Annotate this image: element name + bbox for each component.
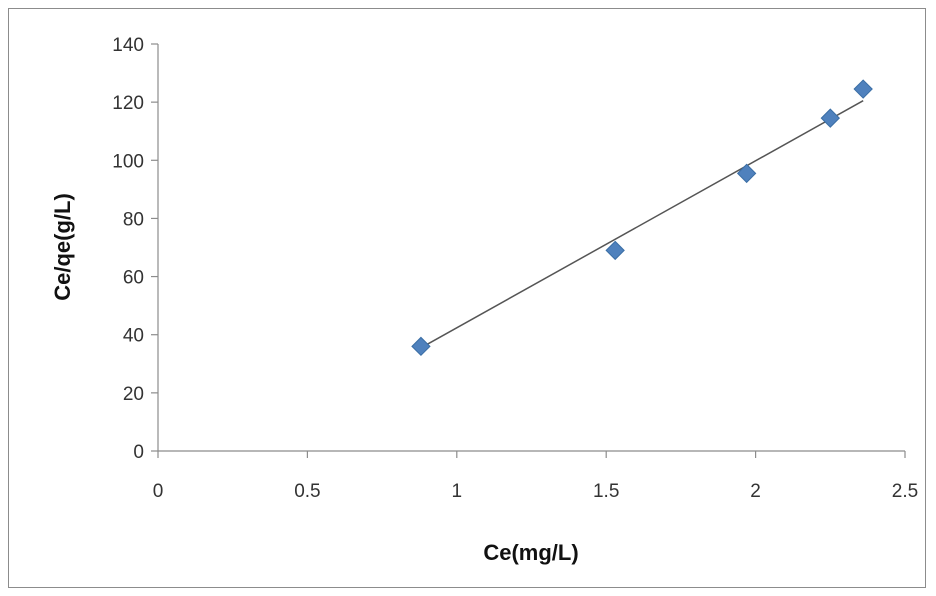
x-tick-label: 0 xyxy=(153,481,164,502)
data-point xyxy=(411,336,431,357)
y-tick-label: 60 xyxy=(123,268,144,289)
x-axis-title: Ce(mg/L) xyxy=(483,540,578,565)
data-point xyxy=(853,79,873,99)
data-point xyxy=(820,108,841,128)
x-tick-label: 2 xyxy=(750,481,761,502)
chart-frame xyxy=(8,8,926,588)
trendline-group xyxy=(420,100,864,349)
y-axis-title: Ce/qe(g/L) xyxy=(50,193,75,301)
x-tick-label: 1.5 xyxy=(593,481,619,502)
x-tick-label: 0.5 xyxy=(294,481,320,502)
y-tick-label: 40 xyxy=(123,326,144,347)
trendline xyxy=(420,100,864,349)
y-tick-label: 0 xyxy=(133,442,144,463)
x-tick-labels: 0 0.5 1 1.5 2 2.5 xyxy=(153,481,919,502)
data-points xyxy=(411,79,873,357)
x-tick-label: 2.5 xyxy=(892,481,918,502)
y-tick-label: 140 xyxy=(112,35,144,56)
data-point xyxy=(736,163,757,184)
y-tick-labels: 0 20 40 60 80 100 120 140 xyxy=(112,35,144,463)
axes xyxy=(151,43,906,458)
y-tick-label: 100 xyxy=(112,151,144,172)
y-tick-label: 20 xyxy=(123,384,144,405)
y-tick-label: 80 xyxy=(123,209,144,230)
x-tick-label: 1 xyxy=(452,481,463,502)
data-point xyxy=(605,240,625,261)
y-tick-label: 120 xyxy=(112,93,144,114)
